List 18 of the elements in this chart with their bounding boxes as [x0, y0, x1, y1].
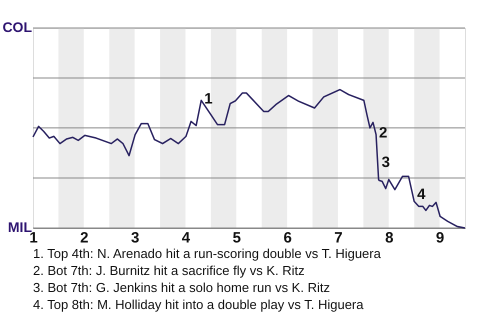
- x-tick-label: 9: [436, 230, 444, 246]
- x-tick-label: 8: [385, 230, 394, 246]
- x-tick-label: 3: [130, 230, 140, 246]
- x-tick-label: 7: [334, 230, 343, 246]
- annotation: 4: [417, 186, 426, 204]
- x-tick-label: 6: [283, 230, 292, 246]
- x-tick-label: 5: [232, 230, 241, 246]
- text: 2. Bot 7th: J. Burnitz hit a sacrifice fly vs K. Ritz: [33, 263, 305, 278]
- x-tick-label: 2: [80, 230, 88, 246]
- text: 1. Top 4th: N. Arenado hit a run-scoring double vs T. Higuera: [33, 246, 382, 261]
- text: 3. Bot 7th: G. Jenkins hit a solo home run vs K. Ritz: [33, 280, 330, 295]
- annotation: 3: [382, 154, 390, 172]
- annotation: 1: [204, 90, 213, 108]
- annotation: 2: [379, 124, 388, 142]
- text: 4. Top 8th: M. Holliday hit into a double play vs T. Higuera: [33, 297, 364, 312]
- ref-line-label: COL: [2, 19, 32, 35]
- x-tick-label: 1: [29, 230, 38, 246]
- x-tick-label: 4: [182, 230, 191, 246]
